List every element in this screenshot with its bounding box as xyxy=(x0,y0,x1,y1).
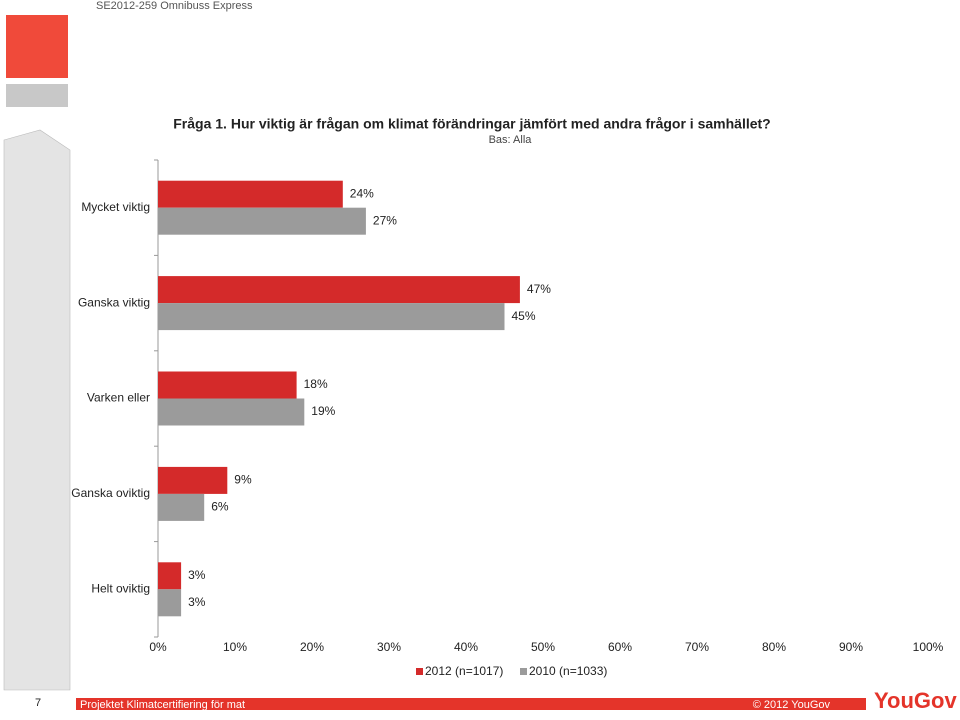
page-number: 7 xyxy=(35,697,41,709)
x-tick-label: 40% xyxy=(454,640,478,654)
x-tick-label: 100% xyxy=(913,640,944,654)
value-label: 3% xyxy=(188,568,206,582)
project-code: SE2012-259 Omnibuss Express xyxy=(96,0,253,12)
bar xyxy=(158,562,182,590)
bar xyxy=(158,180,343,208)
chart-subtitle: Bas: Alla xyxy=(489,134,533,146)
value-label: 24% xyxy=(350,186,374,200)
footer-bar xyxy=(76,698,866,710)
bar xyxy=(158,371,297,399)
legend-swatch xyxy=(520,668,527,675)
bar xyxy=(158,589,182,617)
value-label: 45% xyxy=(512,309,536,323)
x-tick-label: 60% xyxy=(608,640,632,654)
footer-project: Projektet Klimatcertifiering för mat xyxy=(80,699,245,711)
value-label: 6% xyxy=(211,500,229,514)
x-tick-label: 30% xyxy=(377,640,401,654)
footer-copyright: © 2012 YouGov xyxy=(753,699,831,711)
bar xyxy=(158,303,505,331)
value-label: 9% xyxy=(234,473,252,487)
x-tick-label: 50% xyxy=(531,640,555,654)
x-tick-label: 90% xyxy=(839,640,863,654)
value-label: 18% xyxy=(304,377,328,391)
x-tick-label: 80% xyxy=(762,640,786,654)
chart-title: Fråga 1. Hur viktig är frågan om klimat … xyxy=(173,116,770,132)
bar xyxy=(158,276,520,304)
bar xyxy=(158,207,366,235)
bar xyxy=(158,398,305,426)
category-label: Ganska viktig xyxy=(78,295,150,309)
legend-label: 2012 (n=1017) xyxy=(425,664,503,678)
bar xyxy=(158,466,228,494)
legend-label: 2010 (n=1033) xyxy=(529,664,607,678)
x-tick-label: 0% xyxy=(149,640,167,654)
decor-red xyxy=(6,15,68,78)
x-tick-label: 70% xyxy=(685,640,709,654)
x-tick-label: 10% xyxy=(223,640,247,654)
category-label: Ganska oviktig xyxy=(71,486,150,500)
crowd-decor xyxy=(3,129,71,691)
value-label: 19% xyxy=(311,404,335,418)
value-label: 27% xyxy=(373,213,397,227)
category-label: Varken eller xyxy=(87,391,150,405)
category-label: Mycket viktig xyxy=(81,200,150,214)
logo: YouGov xyxy=(874,688,957,713)
x-tick-label: 20% xyxy=(300,640,324,654)
value-label: 3% xyxy=(188,595,206,609)
category-label: Helt oviktig xyxy=(91,581,150,595)
bar xyxy=(158,493,205,521)
value-label: 47% xyxy=(527,282,551,296)
decor-gray xyxy=(6,84,68,107)
legend-swatch xyxy=(416,668,423,675)
